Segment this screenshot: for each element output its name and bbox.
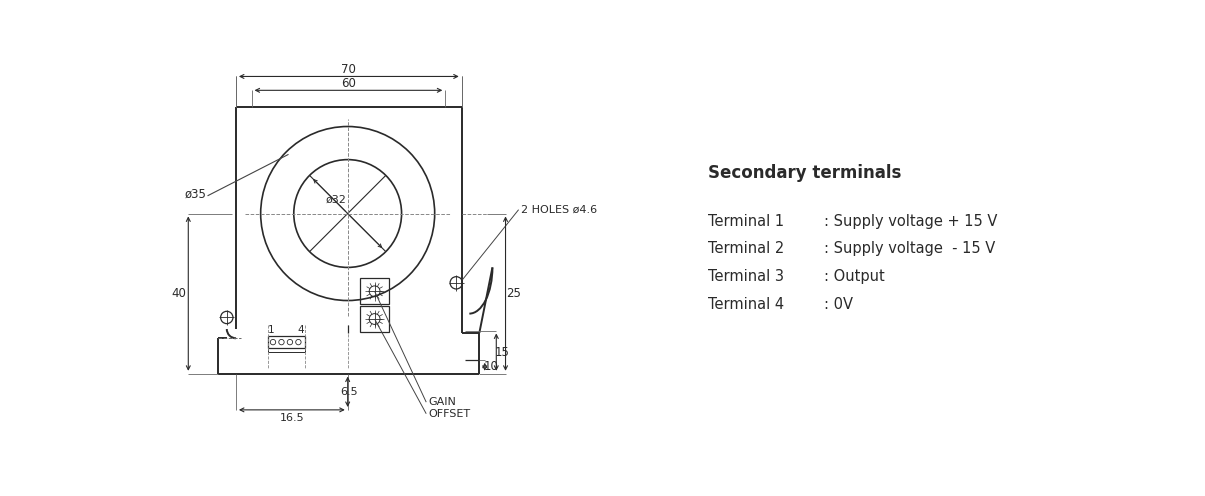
Text: 40: 40 xyxy=(171,287,187,300)
Text: Terminal 2: Terminal 2 xyxy=(709,242,784,256)
Text: GAIN: GAIN xyxy=(429,397,457,407)
Text: 10: 10 xyxy=(483,360,499,373)
Text: : 0V: : 0V xyxy=(823,297,852,312)
Text: 70: 70 xyxy=(341,63,357,76)
Text: Terminal 3: Terminal 3 xyxy=(709,269,784,284)
Bar xyxy=(360,278,389,305)
Text: Terminal 1: Terminal 1 xyxy=(709,214,784,229)
Text: 4: 4 xyxy=(298,325,304,335)
Text: 6.5: 6.5 xyxy=(340,387,358,397)
Text: : Output: : Output xyxy=(823,269,884,284)
Text: 60: 60 xyxy=(341,77,355,90)
Bar xyxy=(360,306,389,332)
Text: 1: 1 xyxy=(268,325,274,335)
Text: OFFSET: OFFSET xyxy=(429,409,471,419)
Text: ø35: ø35 xyxy=(184,188,206,201)
Text: Terminal 4: Terminal 4 xyxy=(709,297,784,312)
Text: Secondary terminals: Secondary terminals xyxy=(709,165,901,183)
Text: : Supply voltage  - 15 V: : Supply voltage - 15 V xyxy=(823,242,995,256)
Text: 25: 25 xyxy=(506,287,521,300)
Text: ø32: ø32 xyxy=(325,194,347,205)
Text: 16.5: 16.5 xyxy=(280,413,304,423)
Bar xyxy=(268,336,305,348)
Text: 15: 15 xyxy=(495,346,510,359)
Text: 2 HOLES ø4.6: 2 HOLES ø4.6 xyxy=(521,205,596,215)
Text: : Supply voltage + 15 V: : Supply voltage + 15 V xyxy=(823,214,997,229)
Bar xyxy=(268,348,305,352)
